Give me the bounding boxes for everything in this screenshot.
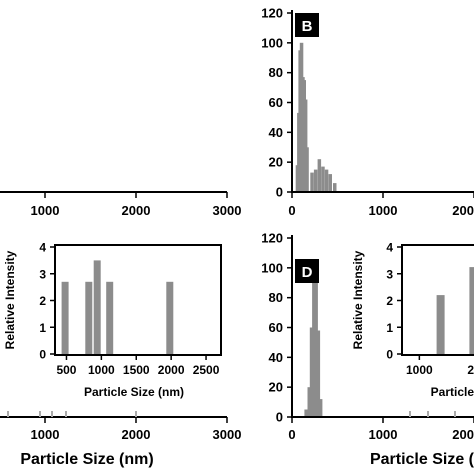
- panel-c-inset-bar: [85, 281, 93, 354]
- panel-d-bar: [316, 330, 321, 417]
- panel-c-inset-y-ticks: 0 1 2 3 4: [39, 241, 55, 362]
- panel-c-inset-y-tick-label: 3: [39, 267, 46, 281]
- panel-b-y-tick-label: 100: [261, 35, 283, 50]
- panel-c-inset-x-tick-label: 500: [56, 363, 76, 377]
- panel-b-y-tick-label: 40: [269, 125, 283, 140]
- panel-c-inset-y-axis-label: Relative Intensity: [3, 250, 17, 349]
- panel-c-inset-y-tick-label: 0: [39, 348, 46, 362]
- panel-d-x-axis-label: Particle Size (: [370, 451, 474, 468]
- panel-c-inset-bar: [61, 281, 69, 354]
- panel-d-inset-x-tick-label: 2: [467, 363, 474, 377]
- panel-d-inset-y-tick-label: 2: [386, 294, 393, 308]
- panel-b-bar: [328, 174, 332, 192]
- panel-c-inset-x-tick-label: 2500: [193, 363, 220, 377]
- panel-b-y-tick-label: 80: [269, 65, 283, 80]
- panel-d-bar: [312, 275, 316, 417]
- panel-c-inset-x-axis-label: Particle Size (nm): [84, 385, 184, 399]
- panel-a-x-tick-label: 3000: [213, 203, 242, 218]
- panel-d-bar: [307, 387, 311, 417]
- panel-d-inset-bar: [469, 267, 474, 354]
- panel-d-bars: [304, 267, 323, 417]
- panel-d-inset-bar: [436, 295, 445, 354]
- panel-c-inset-x-tick-label: 1000: [88, 363, 115, 377]
- panel-b-bar: [321, 166, 325, 192]
- panel-d-inset-x-axis-label: Particle: [431, 385, 474, 399]
- panel-a-x-tick-label: 1000: [31, 203, 60, 218]
- panel-d-inset-y-axis-label: Relative Intensity: [351, 250, 365, 349]
- panel-c-inset-y-tick-label: 2: [39, 294, 46, 308]
- panel-b-letter-badge: [295, 13, 319, 37]
- panel-d-bar: [318, 399, 323, 417]
- panel-d-inset-y-tick-label: 4: [386, 241, 393, 255]
- panel-b: 0 20 40 60 80 100 120 0 1000 200 B: [261, 6, 474, 218]
- panel-d-inset-bars: [436, 267, 474, 354]
- panel-d-y-tick-label: 120: [261, 231, 283, 246]
- panel-a-x-tick-label: 2000: [122, 203, 151, 218]
- panel-d-inset: 0 1 2 3 4 1000 2 Relative Intensity Particle: [351, 241, 474, 399]
- panel-d-x-tick-label: 1000: [369, 427, 398, 442]
- panel-b-y-tick-label: 20: [269, 155, 283, 170]
- panel-d-y-tick-label: 80: [269, 290, 283, 305]
- panel-c-inset-frame: [54, 244, 222, 356]
- panel-c-inset-x-tick-label: 2000: [158, 363, 185, 377]
- panel-d-y-ticks: 0 20 40 60 80 100 120: [261, 231, 292, 425]
- panel-b-letter: B: [302, 18, 313, 35]
- panel-d-inset-y-tick-label: 0: [386, 348, 393, 362]
- panel-c-inset: 0 1 2 3 4 500 1000 1500 2000 2500 Relative Inten…: [3, 241, 222, 399]
- panel-c-inset-y-tick-label: 4: [39, 241, 46, 255]
- panel-b-bar: [333, 183, 337, 192]
- panel-d-y-tick-label: 60: [269, 320, 283, 335]
- panel-b-bar: [303, 99, 308, 192]
- panel-c-inset-bars: [61, 260, 174, 354]
- panel-d-bar: [314, 267, 318, 417]
- panel-b-x-tick-label: 1000: [369, 203, 398, 218]
- panel-d-inset-x-ticks: 1000 2: [406, 355, 474, 377]
- panel-b-bars: [295, 42, 337, 193]
- panel-d-inset-x-tick-label: 1000: [406, 363, 433, 377]
- panel-d-x-tick-label: 0: [288, 427, 295, 442]
- panel-a: 1000 2000 3000: [0, 191, 242, 218]
- panel-b-bar: [310, 172, 314, 192]
- panel-c-inset-bar: [106, 281, 114, 354]
- panel-b-x-tick-label: 200: [452, 203, 474, 218]
- panel-b-y-tick-label: 60: [269, 95, 283, 110]
- panel-d-y-tick-label: 100: [261, 260, 283, 275]
- panel-c-inset-bar: [166, 281, 174, 354]
- panel-d-letter: D: [302, 264, 313, 281]
- panel-d-inset-y-tick-label: 1: [386, 321, 393, 335]
- panel-c-inset-x-tick-label: 1500: [123, 363, 150, 377]
- panel-c-x-tick-label: 1000: [31, 427, 60, 442]
- panel-b-bar: [313, 169, 318, 192]
- panel-d-y-tick-label: 20: [269, 380, 283, 395]
- panel-d-x-tick-label: 200: [452, 427, 474, 442]
- panel-d-inset-y-ticks: 0 1 2 3 4: [386, 241, 402, 362]
- panel-d-bar: [309, 327, 314, 417]
- panel-b-bar: [324, 169, 329, 192]
- panel-b-y-ticks: 0 20 40 60 80 100 120: [261, 6, 292, 200]
- panel-d-letter-badge: [295, 259, 319, 283]
- panel-d-y-tick-label: 40: [269, 350, 283, 365]
- panel-b-y-tick-label: 0: [276, 185, 283, 200]
- panel-c-inset-bar: [93, 260, 101, 354]
- panel-c-x-tick-label: 3000: [213, 427, 242, 442]
- panel-c-inset-y-tick-label: 1: [39, 321, 46, 335]
- panel-b-bar: [305, 147, 309, 193]
- panel-d-y-tick-label: 0: [276, 410, 283, 425]
- panel-c-x-axis-label: Particle Size (nm): [20, 451, 153, 468]
- panel-b-x-tick-label: 0: [288, 203, 295, 218]
- panel-b-bar: [317, 159, 322, 192]
- panel-c-inset-x-ticks: 500 1000 1500 2000 2500: [56, 355, 220, 377]
- panel-b-y-tick-label: 120: [261, 6, 283, 21]
- panel-c-x-tick-label: 2000: [122, 427, 151, 442]
- panel-d-bar: [304, 409, 308, 417]
- panel-d-inset-y-tick-label: 3: [386, 267, 393, 281]
- panel-c: 1000 2000 3000 Particle Size (nm) 0 1 2 3 4 …: [0, 241, 242, 468]
